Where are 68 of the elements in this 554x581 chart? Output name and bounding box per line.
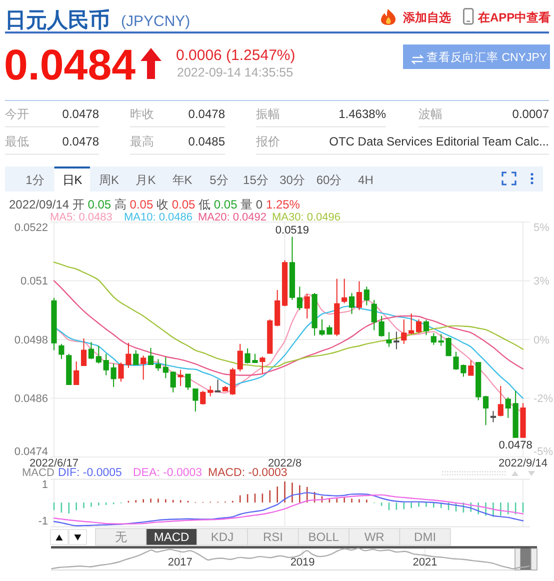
text: 1分 xyxy=(26,173,44,187)
text: 日K xyxy=(62,173,82,187)
text: 60分 xyxy=(316,173,342,187)
y-tick-label: 0.0474 xyxy=(14,446,48,458)
text: 周K xyxy=(98,173,120,187)
y2-tick-label: 3% xyxy=(534,276,550,288)
text: 0.0478 xyxy=(188,107,226,121)
text: 2022/09/14 开 0.05 高 0.05 收 0.05 低 0.05 量 0 1.25% xyxy=(9,198,300,212)
text: 2022-09-14 14:35:55 xyxy=(177,66,294,80)
chart-title: MACD xyxy=(22,467,54,479)
x-tick-label: 2017 xyxy=(168,556,192,568)
text: DIF: -0.0005 xyxy=(58,467,122,479)
x-tick-label: 2022/9/14 xyxy=(498,458,548,470)
text: 报价 xyxy=(255,134,280,148)
y-tick-label: 0.051 xyxy=(20,276,48,288)
y2-tick-label: 5% xyxy=(534,222,550,234)
y-tick-label: 0.0486 xyxy=(14,393,48,406)
text: 今开 xyxy=(5,107,29,121)
text: 0.0485 xyxy=(188,134,226,148)
x-tick-label: 2022/6/17 xyxy=(30,458,78,470)
text: MACD xyxy=(154,530,190,544)
text: 最高 xyxy=(130,134,154,148)
y-tick-label: -1 xyxy=(38,516,48,528)
text: 15分 xyxy=(243,173,268,187)
text: RSI xyxy=(262,530,283,544)
text: MA30: 0.0496 xyxy=(272,212,340,224)
text: 在APP中查看 xyxy=(477,10,551,24)
text: MA5: 0.0483 xyxy=(50,212,112,224)
text: 0.0006 (1.2547%) xyxy=(176,47,296,64)
text: 30分 xyxy=(280,173,305,187)
text: 最低 xyxy=(5,134,29,148)
text: 日元人民币 xyxy=(5,9,110,32)
text: 月K xyxy=(136,173,156,187)
y-tick-label: 1 xyxy=(42,479,48,492)
text: 1.4638% xyxy=(338,107,386,121)
x-tick-label: 2022/8 xyxy=(268,458,302,470)
text: BOLL xyxy=(308,530,340,544)
text: 添加自选 xyxy=(402,10,451,24)
text: 0.0478 xyxy=(62,107,100,121)
text: 波幅 xyxy=(418,107,442,121)
text: 0.0478 xyxy=(62,134,100,148)
text: 无 xyxy=(114,530,127,544)
text: 年K xyxy=(172,173,192,187)
text: MA20: 0.0492 xyxy=(198,212,266,224)
annotation: 0.0519 xyxy=(275,224,310,237)
x-tick-label: 2019 xyxy=(290,556,315,568)
y-tick-label: 0.0498 xyxy=(14,334,48,346)
text: DEA: -0.0003 xyxy=(133,467,202,479)
text: 5分 xyxy=(210,173,228,187)
text: WR xyxy=(364,530,385,544)
text: 0.0484 xyxy=(4,42,136,90)
text: (JPYCNY) xyxy=(121,13,190,30)
x-tick-label: 2021 xyxy=(412,556,438,568)
y-tick-label: 0.0522 xyxy=(14,222,48,234)
y2-tick-label: -2% xyxy=(534,392,554,405)
text: OTC Data Services Editorial Team Calc... xyxy=(329,134,549,148)
y2-tick-label: 0% xyxy=(534,334,550,346)
text: 振幅 xyxy=(256,107,280,121)
text: 昨收 xyxy=(130,107,154,121)
text: KDJ xyxy=(210,530,234,544)
text: 4H xyxy=(358,173,374,187)
text: 0.0007 xyxy=(512,107,550,121)
series-label: MACD: -0.0003 xyxy=(208,467,288,479)
annotation: 0.0478 xyxy=(498,439,532,452)
text: MA10: 0.0486 xyxy=(124,212,192,224)
y2-tick-label: -5% xyxy=(534,446,554,458)
text: 查看反向汇率 CNYJPY xyxy=(426,50,548,64)
text: DMI xyxy=(414,530,436,544)
